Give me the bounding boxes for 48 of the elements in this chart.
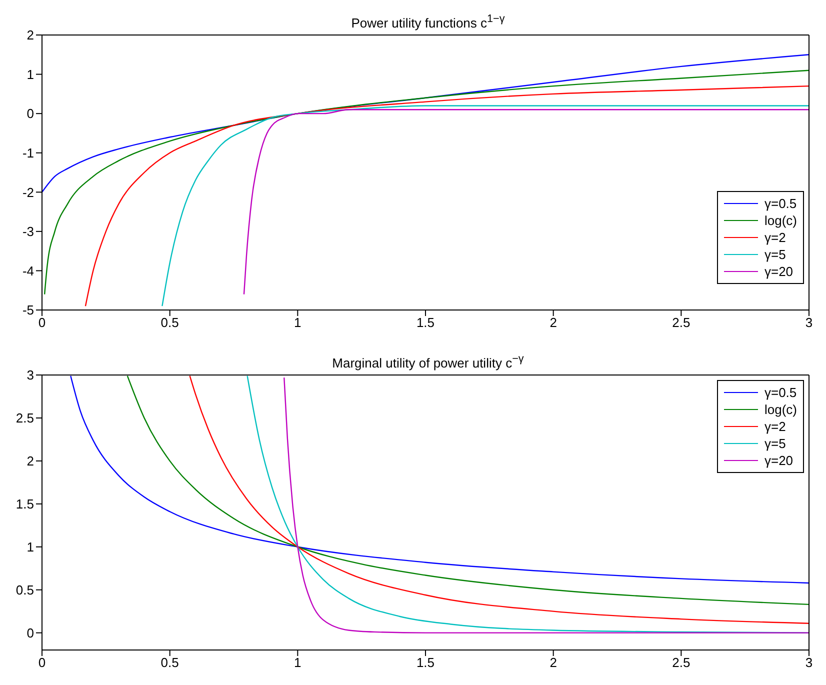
x-tick-label: 0 bbox=[38, 655, 46, 670]
y-tick-label: -5 bbox=[22, 302, 34, 318]
y-tick-label: 0.5 bbox=[16, 582, 34, 598]
y-tick-label: -2 bbox=[22, 184, 34, 200]
line-series bbox=[84, 85, 809, 307]
line-series bbox=[70, 375, 809, 584]
legend-label: γ=0.5 bbox=[764, 195, 797, 212]
x-tick-label: 2 bbox=[550, 655, 557, 670]
x-tick-label: 2.5 bbox=[672, 315, 690, 330]
x-tick-label: 2.5 bbox=[672, 655, 690, 670]
line-series bbox=[162, 105, 809, 307]
x-tick-label: 0 bbox=[38, 315, 46, 330]
line-series bbox=[126, 375, 809, 606]
x-tick-label: 0.5 bbox=[160, 315, 179, 330]
legend-label: γ=20 bbox=[764, 263, 794, 280]
y-tick-label: 3 bbox=[26, 368, 34, 383]
legend-label: γ=0.5 bbox=[764, 384, 797, 401]
y-tick-label: 0 bbox=[26, 106, 34, 122]
y-tick-label: 1.5 bbox=[16, 496, 34, 512]
legend-label: γ=5 bbox=[764, 246, 786, 263]
y-tick-label: 2.5 bbox=[16, 410, 34, 426]
y-tick-label: 1 bbox=[26, 539, 34, 554]
x-tick-label: 1.5 bbox=[416, 655, 435, 670]
y-tick-label: -3 bbox=[22, 224, 34, 240]
y-tick-label: 1 bbox=[26, 66, 34, 82]
x-tick-label: 3 bbox=[805, 655, 813, 670]
legend-label: γ=2 bbox=[764, 418, 786, 435]
line-series bbox=[42, 54, 809, 193]
legend-label: log(c) bbox=[764, 212, 797, 229]
line-series bbox=[44, 70, 809, 295]
x-tick-label: 2 bbox=[550, 315, 557, 330]
y-tick-label: 0 bbox=[26, 625, 34, 640]
legend-label: γ=2 bbox=[764, 229, 786, 246]
x-tick-label: 1.5 bbox=[416, 315, 435, 330]
y-tick-label: -4 bbox=[22, 263, 34, 278]
x-tick-label: 3 bbox=[805, 315, 813, 330]
line-series bbox=[243, 109, 809, 295]
chart-title: Power utility functions c$^{1−γ}$ bbox=[351, 13, 505, 30]
legend-label: log(c) bbox=[764, 401, 797, 418]
legend-label: γ=5 bbox=[764, 435, 786, 452]
y-tick-label: -1 bbox=[22, 145, 34, 160]
chart-title: Marginal utility of power utility c$^{−γ}$ bbox=[332, 353, 524, 370]
y-tick-label: 2 bbox=[26, 454, 34, 469]
legend-label: γ=20 bbox=[764, 452, 794, 469]
y-tick-label: 2 bbox=[26, 28, 34, 43]
x-tick-label: 1 bbox=[294, 655, 302, 670]
x-tick-label: 0.5 bbox=[160, 655, 179, 670]
x-tick-label: 1 bbox=[294, 315, 302, 330]
